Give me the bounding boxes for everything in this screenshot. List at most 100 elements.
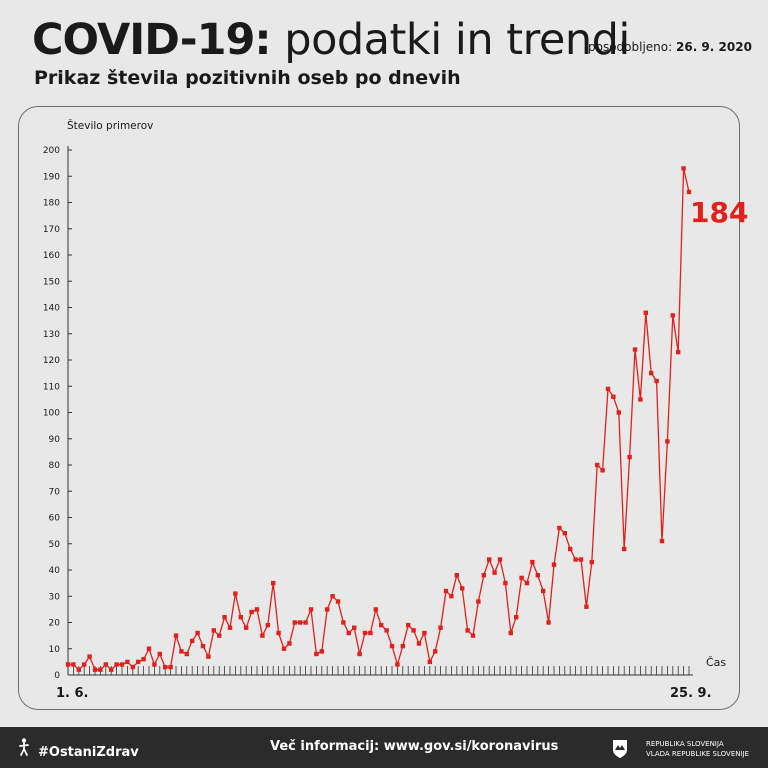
y-tick-label: 80	[49, 461, 61, 471]
updated-label: posodobljeno:	[588, 40, 673, 54]
data-point	[411, 628, 416, 633]
data-point	[276, 630, 281, 636]
data-point	[227, 625, 233, 630]
footer-bar: #OstaniZdrav Več informacij: www.gov.si/…	[0, 727, 768, 768]
data-point	[422, 630, 427, 636]
data-point	[357, 651, 362, 657]
data-point	[292, 620, 297, 625]
y-tick-label: 30	[49, 592, 61, 602]
data-point	[314, 651, 319, 657]
data-point	[416, 641, 422, 646]
data-point	[568, 546, 573, 552]
data-point	[638, 397, 643, 402]
data-point	[271, 580, 276, 586]
data-point	[557, 525, 562, 531]
y-tick-label: 170	[43, 225, 60, 235]
y-tick-label: 130	[43, 330, 60, 340]
y-tick-label: 110	[43, 382, 60, 392]
chart-panel	[18, 106, 740, 710]
hashtag-text: #OstaniZdrav	[38, 745, 139, 760]
data-point	[136, 659, 141, 665]
data-point	[514, 615, 519, 620]
data-point	[125, 659, 130, 665]
more-info-link[interactable]: Več informacij: www.gov.si/koronavirus	[270, 739, 559, 754]
chart-subtitle: Prikaz števila pozitivnih oseb po dnevih	[34, 67, 461, 89]
data-point	[654, 378, 659, 384]
data-point	[400, 643, 405, 649]
gov-line-1: REPUBLIKA SLOVENIJA	[646, 740, 724, 748]
data-point	[551, 562, 557, 567]
data-point	[589, 559, 594, 565]
data-point	[92, 667, 98, 672]
data-point	[665, 439, 670, 444]
data-point	[346, 630, 351, 636]
data-point	[130, 664, 135, 670]
data-point	[632, 347, 638, 352]
data-point	[676, 349, 681, 355]
data-point	[649, 370, 654, 376]
data-point	[362, 630, 368, 636]
updated-info: posodobljeno: 26. 9. 2020	[588, 40, 752, 54]
data-point	[406, 622, 411, 628]
y-tick-label: 60	[49, 514, 61, 524]
y-tick-label: 40	[49, 566, 61, 576]
series-line	[68, 167, 690, 671]
data-point	[152, 662, 157, 667]
data-point	[76, 667, 81, 672]
data-point	[65, 662, 71, 667]
data-point	[379, 622, 384, 628]
x-axis-label: Čas	[706, 656, 726, 669]
data-point	[319, 649, 324, 654]
y-tick-label: 20	[49, 619, 61, 629]
data-point	[686, 189, 692, 195]
data-point	[470, 633, 476, 638]
data-point	[233, 591, 238, 596]
data-point	[330, 594, 335, 599]
data-point	[670, 313, 675, 318]
y-tick-label: 120	[43, 356, 60, 366]
y-tick-label: 100	[43, 409, 60, 419]
data-point	[87, 654, 92, 659]
data-point	[573, 557, 578, 562]
data-point	[211, 628, 216, 633]
data-point	[659, 538, 665, 544]
data-point	[427, 659, 432, 665]
data-point	[103, 662, 108, 667]
data-point	[200, 643, 206, 649]
data-point	[530, 559, 535, 565]
data-point	[600, 468, 605, 473]
data-point	[254, 607, 260, 612]
data-point	[222, 615, 227, 620]
data-point	[335, 599, 341, 604]
data-point	[368, 630, 373, 636]
data-point	[249, 609, 254, 615]
data-point	[163, 664, 168, 670]
data-point	[217, 633, 222, 638]
data-point	[643, 310, 648, 315]
person-icon	[18, 738, 32, 760]
data-point	[373, 607, 378, 612]
data-point	[492, 570, 497, 575]
data-point	[260, 633, 265, 638]
data-point	[303, 620, 308, 625]
data-point	[438, 625, 443, 630]
y-tick-label: 90	[49, 435, 61, 445]
y-tick-label: 70	[49, 487, 61, 497]
data-point	[157, 651, 162, 657]
data-point	[503, 580, 508, 586]
data-point	[281, 646, 287, 651]
title-bold: COVID-19:	[32, 15, 272, 65]
data-point	[265, 622, 270, 628]
y-tick-label: 10	[49, 645, 61, 655]
data-point	[384, 628, 389, 633]
y-tick-label: 180	[43, 199, 60, 209]
gov-line-2: VLADA REPUBLIKE SLOVENIJE	[646, 750, 750, 758]
data-point	[681, 166, 686, 171]
data-point	[352, 625, 357, 630]
hashtag[interactable]: #OstaniZdrav	[18, 738, 139, 760]
data-point	[109, 667, 114, 672]
data-point	[82, 662, 87, 667]
data-point	[546, 620, 551, 625]
data-point	[389, 643, 395, 649]
data-point	[244, 625, 249, 630]
